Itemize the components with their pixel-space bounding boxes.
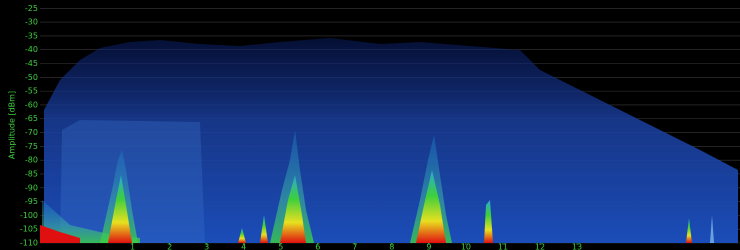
x-tick-label: 1 (130, 243, 135, 250)
x-tick-label: 9 (426, 243, 431, 250)
y-tick-label: -60 (25, 100, 38, 109)
y-tick-label: -30 (25, 18, 38, 27)
y-tick-label: -110 (20, 239, 38, 248)
y-tick-label: -75 (25, 142, 38, 151)
y-tick-label: -25 (25, 4, 38, 13)
x-tick-label: 10 (461, 243, 471, 250)
x-tick-label: 2 (167, 243, 172, 250)
y-tick-label: -90 (25, 183, 38, 192)
y-tick-label: -40 (25, 45, 38, 54)
y-tick-label: -80 (25, 156, 38, 165)
x-tick-label: 3 (204, 243, 209, 250)
x-tick-label: 6 (315, 243, 320, 250)
y-tick-label: -35 (25, 31, 38, 40)
y-tick-label: -45 (25, 59, 38, 68)
x-tick-label: 11 (498, 243, 508, 250)
x-tick-label: 5 (278, 243, 283, 250)
y-tick-label: -95 (25, 197, 38, 206)
spectrum-chart: Amplitude [dBm] -25 -30 -35 -40 -45 -50 -55 -60… (0, 0, 740, 250)
y-tick-label: -105 (20, 225, 38, 234)
y-tick-label: -85 (25, 169, 38, 178)
x-tick-label: 13 (572, 243, 582, 250)
y-tick-label: -100 (20, 211, 38, 220)
y-tick-label: -50 (25, 73, 38, 82)
y-tick-label: -55 (25, 87, 38, 96)
y-axis-label: Amplitude [dBm] (8, 91, 17, 159)
y-tick-label: -70 (25, 128, 38, 137)
x-tick-label: 7 (352, 243, 357, 250)
y-tick-label: -65 (25, 114, 38, 123)
x-tick-label: 4 (241, 243, 246, 250)
x-tick-label: 8 (389, 243, 394, 250)
x-tick-label: 12 (535, 243, 545, 250)
